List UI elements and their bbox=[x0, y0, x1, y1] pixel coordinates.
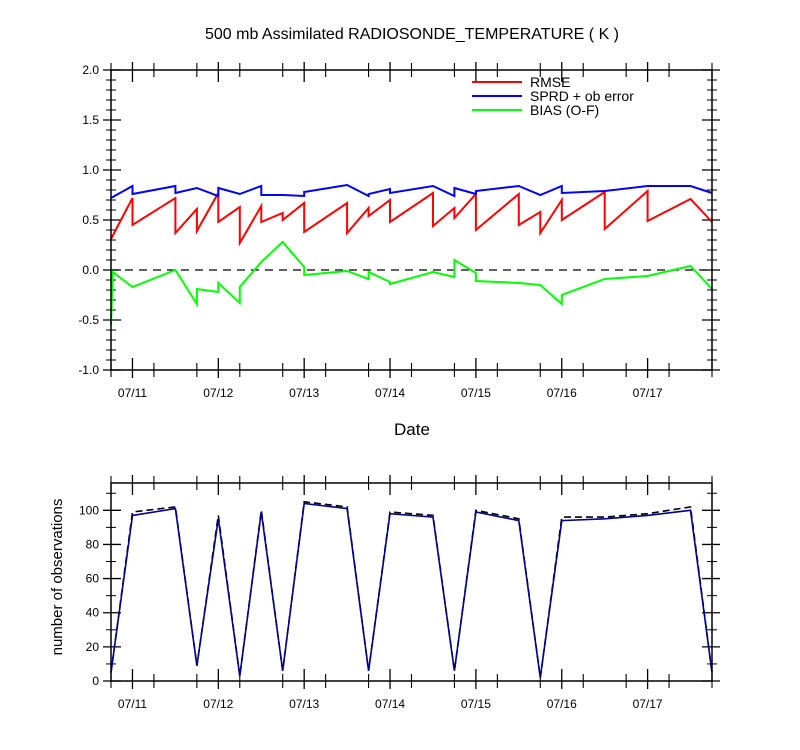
y-tick-label: 20 bbox=[86, 640, 100, 654]
y-tick-label: 0 bbox=[92, 674, 99, 688]
series-line-sprd-ob-error bbox=[110, 183, 713, 199]
x-tick-label: 07/15 bbox=[461, 386, 491, 400]
top-panel-series bbox=[110, 183, 713, 326]
x-tick-label: 07/13 bbox=[289, 697, 319, 711]
y-tick-label: 100 bbox=[79, 503, 99, 517]
x-tick-label: 07/11 bbox=[118, 386, 147, 400]
x-tick-label: 07/11 bbox=[118, 697, 147, 711]
bottom-panel-frame bbox=[110, 482, 713, 682]
series-line-bias-o-f bbox=[110, 240, 713, 326]
top-panel: 07/11 07/12 07/13 07/14 07/15 07/16 07/17 -1.0 -… bbox=[78, 62, 720, 400]
y-tick-label: 0.0 bbox=[82, 263, 99, 277]
x-tick-label: 07/13 bbox=[289, 386, 319, 400]
x-tick-label: 07/12 bbox=[203, 386, 233, 400]
bottom-panel-series bbox=[110, 500, 713, 678]
bottom-panel: 07/11 07/12 07/13 07/14 07/15 07/16 07/17 0 20 40… bbox=[79, 475, 720, 711]
y-tick-label: 0.5 bbox=[82, 213, 99, 227]
x-tick-label: 07/17 bbox=[633, 386, 663, 400]
legend-label: BIAS (O-F) bbox=[530, 102, 599, 118]
series-line-rmse bbox=[110, 188, 713, 247]
series-line-assimilated bbox=[110, 502, 713, 678]
y-axis-label: number of observations bbox=[49, 499, 66, 656]
y-tick-label: 2.0 bbox=[82, 63, 99, 77]
x-tick-label: 07/15 bbox=[461, 697, 491, 711]
bottom-panel-ticks: 07/11 07/12 07/13 07/14 07/15 07/16 07/17 0 20 40… bbox=[79, 475, 720, 711]
y-tick-label: -1.0 bbox=[78, 363, 99, 377]
x-tick-label: 07/16 bbox=[547, 386, 577, 400]
y-tick-label: 1.0 bbox=[82, 163, 99, 177]
x-tick-label: 07/17 bbox=[633, 697, 663, 711]
legend-label: SPRD + ob error bbox=[530, 88, 634, 104]
y-tick-label: 40 bbox=[86, 606, 100, 620]
x-axis-label: Date bbox=[394, 420, 430, 439]
y-tick-label: 80 bbox=[86, 537, 100, 551]
y-tick-label: 60 bbox=[86, 572, 100, 586]
series-line-possible bbox=[110, 500, 713, 678]
y-tick-label: -0.5 bbox=[78, 313, 99, 327]
top-panel-frame bbox=[110, 69, 713, 371]
legend-label: RMSE bbox=[530, 74, 570, 90]
x-tick-label: 07/16 bbox=[547, 697, 577, 711]
top-panel-ticks: 07/11 07/12 07/13 07/14 07/15 07/16 07/17 -1.0 -… bbox=[78, 62, 720, 400]
x-tick-label: 07/14 bbox=[375, 386, 405, 400]
chart-title: 500 mb Assimilated RADIOSONDE_TEMPERATUR… bbox=[205, 26, 619, 43]
x-tick-label: 07/14 bbox=[375, 697, 405, 711]
y-tick-label: 1.5 bbox=[82, 113, 99, 127]
x-tick-label: 07/12 bbox=[203, 697, 233, 711]
